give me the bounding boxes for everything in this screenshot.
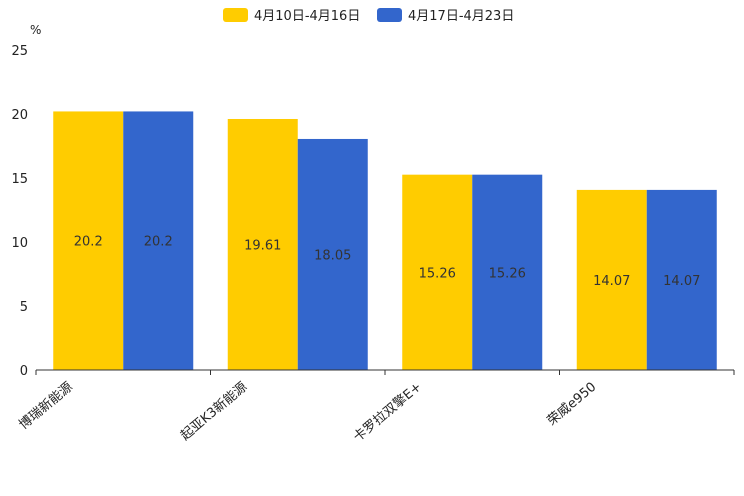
legend-label-series-2[interactable]: 4月17日-4月23日 <box>408 9 514 24</box>
value-label: 14.07 <box>663 274 700 289</box>
bar-1-2[interactable] <box>227 118 298 370</box>
legend-swatch-series-1[interactable] <box>223 8 248 22</box>
value-label: 20.2 <box>74 235 103 250</box>
y-axis-ticks: 0 5 10 15 20 25 <box>11 44 28 379</box>
y-tick-label: 5 <box>20 300 28 315</box>
bar-1-3[interactable] <box>402 174 473 370</box>
x-category-label: 起亚K3新能源 <box>177 379 250 444</box>
y-tick-label: 15 <box>11 172 28 187</box>
value-label: 19.61 <box>244 238 281 253</box>
value-label: 20.2 <box>144 235 173 250</box>
legend-swatch-series-2[interactable] <box>377 8 402 22</box>
x-category-label: 卡罗拉双擎E+ <box>351 380 425 446</box>
value-labels: 20.2 20.2 19.61 18.05 15.26 15.26 14.07 14.07 <box>74 235 701 289</box>
bar-2-1[interactable] <box>123 111 194 370</box>
bars <box>53 111 717 370</box>
bar-2-3[interactable] <box>472 174 543 370</box>
y-tick-label: 0 <box>20 364 28 379</box>
value-label: 18.05 <box>314 248 351 263</box>
x-category-label: 博瑞新能源 <box>16 379 76 433</box>
y-tick-label: 10 <box>11 236 28 251</box>
bar-1-4[interactable] <box>576 189 647 370</box>
bar-1-1[interactable] <box>53 111 124 370</box>
legend-label-series-1[interactable]: 4月10日-4月16日 <box>254 9 360 24</box>
value-label: 15.26 <box>419 266 456 281</box>
x-axis-labels: 博瑞新能源 起亚K3新能源 卡罗拉双擎E+ 荣威e950 <box>16 379 600 445</box>
value-label: 14.07 <box>593 274 630 289</box>
x-category-label: 荣威e950 <box>545 380 600 429</box>
bar-2-2[interactable] <box>297 138 368 370</box>
x-axis-ticks <box>35 370 735 375</box>
bar-2-4[interactable] <box>646 189 717 370</box>
y-tick-label: 25 <box>11 44 28 59</box>
y-tick-label: 20 <box>11 108 28 123</box>
value-label: 15.26 <box>489 266 526 281</box>
legend: 4月10日-4月16日 4月17日-4月23日 <box>223 8 514 24</box>
y-axis-unit: % <box>30 23 41 37</box>
